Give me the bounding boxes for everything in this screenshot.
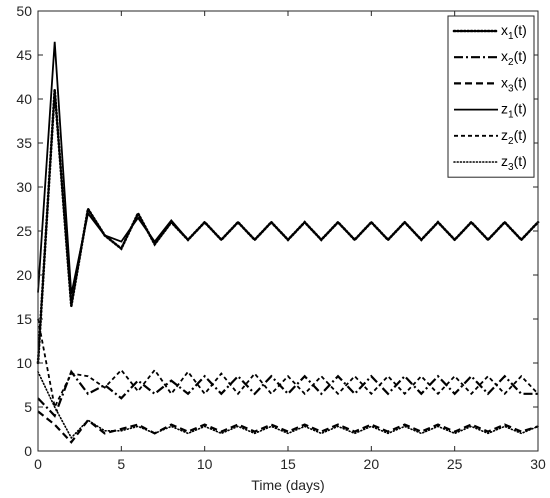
x-tick-label: 0 [34,456,42,472]
y-tick-label: 5 [24,399,32,415]
plot-area [36,41,540,444]
x-tick-label: 30 [530,456,546,472]
x-tick-label: 5 [117,456,125,472]
series-line-z3 [37,370,539,440]
legend-label-x2: x2(t) [501,48,527,68]
series-line-z1 [37,41,539,295]
y-tick-label: 40 [16,91,32,107]
legend-label-x3: x3(t) [501,74,527,94]
series-line-x2 [37,369,538,418]
series-line-z2 [37,318,539,410]
y-tick-label: 45 [16,47,32,63]
legend-label-x1: x1(t) [501,22,527,42]
x-tick-label: 25 [447,456,463,472]
y-tick-label: 0 [24,443,32,459]
x-axis-title: Time (days) [251,477,324,493]
legend-label-z2: z2(t) [501,127,527,147]
y-tick-label: 30 [16,179,32,195]
y-tick-label: 25 [16,223,32,239]
legend-label-z1: z1(t) [501,101,527,121]
legend-box [447,15,535,178]
x-tick-label: 10 [197,456,213,472]
legend: x1(t) x2(t) x3(t) z1(t) z2(t) z3(t) [447,15,535,178]
x-tick-label: 20 [364,456,380,472]
y-tick-label: 15 [16,311,32,327]
axes: 0 5 10 15 20 25 30 0 5 10 15 20 25 30 35 40 45 50 [16,3,546,472]
y-tick-label: 35 [16,135,32,151]
x-tick-label: 15 [280,456,296,472]
y-tick-label: 20 [16,267,32,283]
y-tick-label: 10 [16,355,32,371]
legend-label-z3: z3(t) [501,153,527,173]
y-tick-label: 50 [16,3,32,19]
series-line-x3 [37,410,539,444]
